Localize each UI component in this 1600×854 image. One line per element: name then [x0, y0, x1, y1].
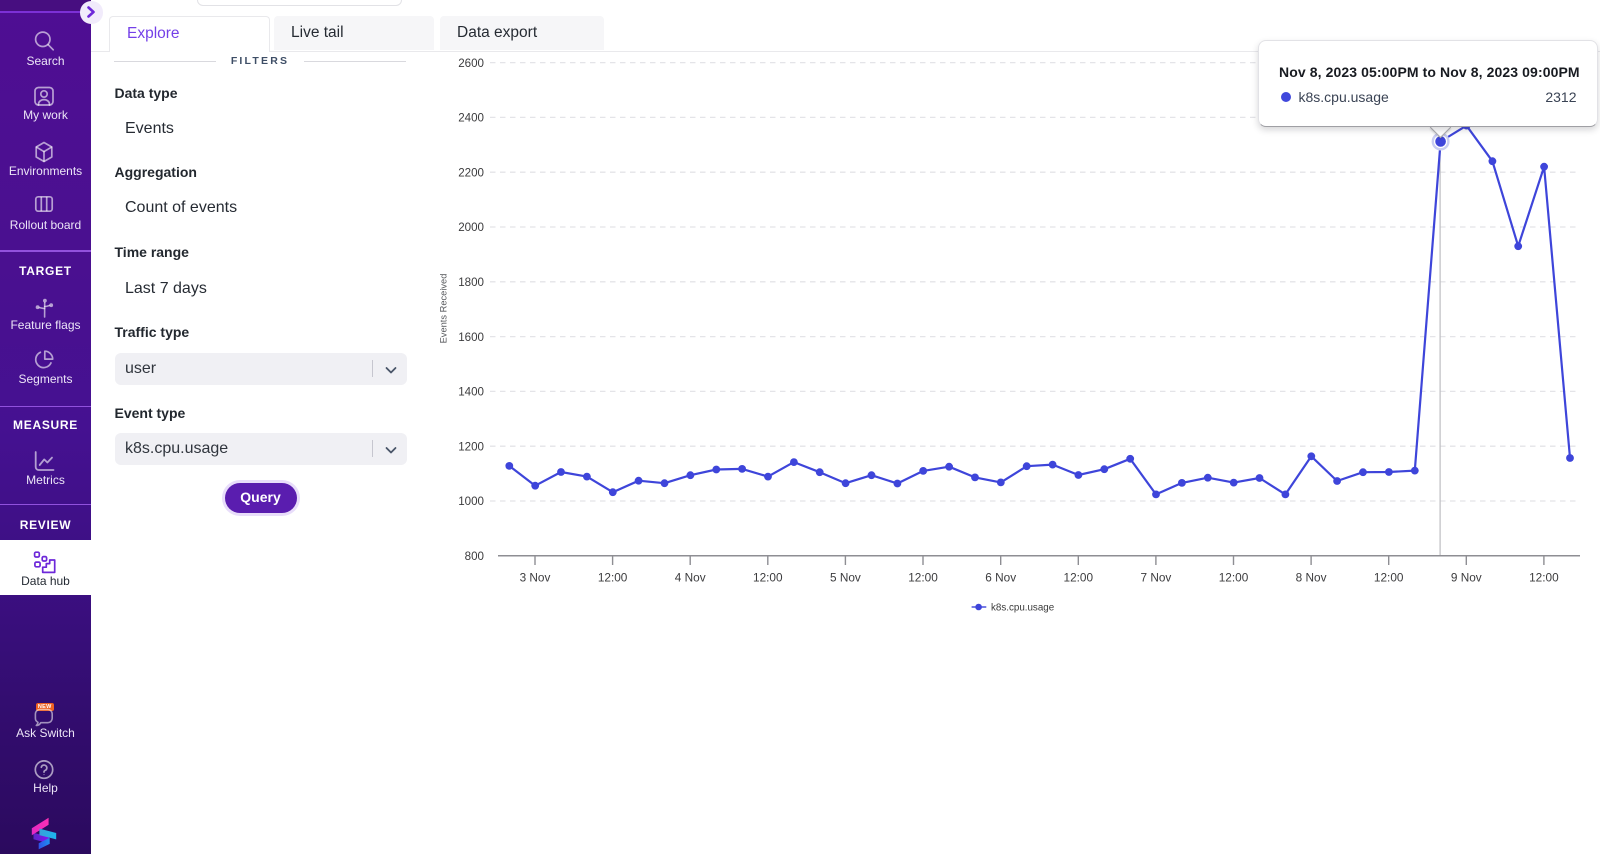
svg-text:3 Nov: 3 Nov	[520, 571, 551, 585]
svg-text:7 Nov: 7 Nov	[1140, 571, 1171, 585]
svg-text:k8s.cpu.usage: k8s.cpu.usage	[991, 603, 1055, 614]
svg-text:9 Nov: 9 Nov	[1451, 571, 1482, 585]
svg-text:6 Nov: 6 Nov	[985, 571, 1016, 585]
svg-text:1000: 1000	[458, 495, 484, 508]
svg-text:1600: 1600	[458, 331, 484, 344]
svg-text:2600: 2600	[458, 57, 484, 70]
svg-text:4 Nov: 4 Nov	[675, 571, 706, 585]
svg-text:800: 800	[465, 550, 484, 563]
svg-text:12:00: 12:00	[753, 571, 783, 585]
svg-text:12:00: 12:00	[1219, 571, 1249, 585]
svg-text:2000: 2000	[458, 221, 484, 234]
svg-text:12:00: 12:00	[1064, 571, 1094, 585]
svg-text:8 Nov: 8 Nov	[1296, 571, 1327, 585]
svg-text:1400: 1400	[458, 386, 484, 399]
svg-text:5 Nov: 5 Nov	[830, 571, 861, 585]
svg-text:12:00: 12:00	[598, 571, 628, 585]
svg-text:12:00: 12:00	[1374, 571, 1404, 585]
svg-text:2200: 2200	[458, 166, 484, 179]
svg-text:1800: 1800	[458, 276, 484, 289]
svg-text:Events Received: Events Received	[439, 274, 449, 344]
svg-text:12:00: 12:00	[908, 571, 938, 585]
svg-text:1200: 1200	[458, 440, 484, 453]
svg-text:12:00: 12:00	[1529, 571, 1559, 585]
svg-text:2400: 2400	[458, 112, 484, 125]
